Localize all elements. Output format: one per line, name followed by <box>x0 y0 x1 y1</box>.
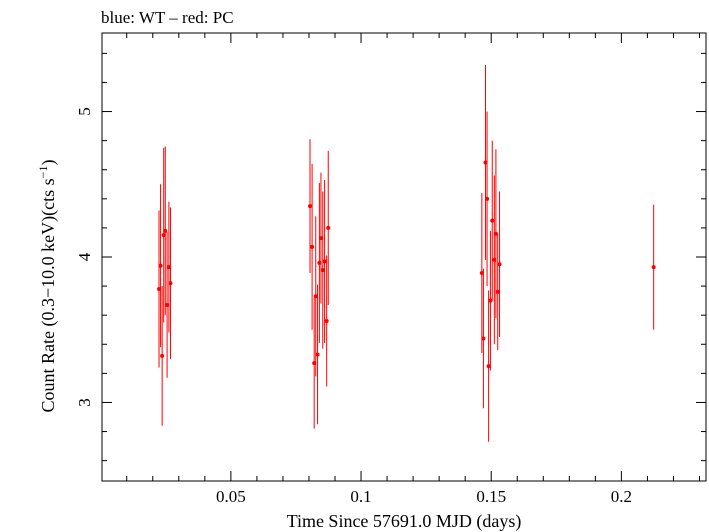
data-point <box>320 268 325 273</box>
data-point <box>158 263 163 268</box>
y-axis-label: Count Rate (0.3−10.0 keV)(cts s−1) <box>36 160 59 413</box>
data-point <box>488 298 493 303</box>
data-point <box>312 361 317 366</box>
data-point <box>163 228 168 233</box>
data-point <box>326 225 331 230</box>
data-point <box>161 233 166 238</box>
x-tick-label: 0.2 <box>611 487 632 506</box>
data-point <box>479 271 484 275</box>
data-point <box>168 281 173 286</box>
data-point <box>493 231 498 236</box>
chart-legend-text: blue: WT – red: PC <box>101 8 234 27</box>
data-point <box>313 294 318 299</box>
y-tick-label: 4 <box>75 252 94 261</box>
data-point <box>315 352 320 357</box>
y-axis-label-superscript: −1 <box>36 166 50 179</box>
y-axis-label-main: Count Rate (0.3−10.0 keV)(cts s <box>38 178 59 412</box>
data-point <box>322 259 327 264</box>
data-point <box>308 204 313 209</box>
data-point <box>490 218 495 223</box>
x-tick-label: 0.15 <box>476 487 506 506</box>
axis-ticks <box>102 33 706 481</box>
data-series <box>157 65 656 442</box>
x-axis-label: Time Since 57691.0 MJD (days) <box>287 511 522 532</box>
data-point <box>310 244 315 249</box>
data-point <box>157 287 162 291</box>
data-point <box>486 364 491 369</box>
data-point <box>318 236 323 241</box>
y-axis-label-close: ) <box>38 160 59 166</box>
y-tick-label: 5 <box>75 107 94 116</box>
data-point <box>324 319 329 323</box>
data-point <box>492 257 497 262</box>
x-tick-label: 0.1 <box>350 487 371 506</box>
data-point <box>495 289 500 294</box>
data-point <box>497 262 502 267</box>
data-point <box>485 196 490 201</box>
data-point <box>166 265 171 270</box>
data-point <box>317 260 322 265</box>
x-tick-label: 0.05 <box>216 487 246 506</box>
data-point <box>651 265 656 270</box>
data-point <box>160 353 165 358</box>
y-tick-label: 3 <box>75 398 94 407</box>
data-point <box>483 160 488 165</box>
data-point <box>165 303 170 307</box>
axis-tick-labels: 0.05 0.1 0.15 0.2 3 4 5 <box>75 107 632 506</box>
data-point <box>481 336 486 341</box>
